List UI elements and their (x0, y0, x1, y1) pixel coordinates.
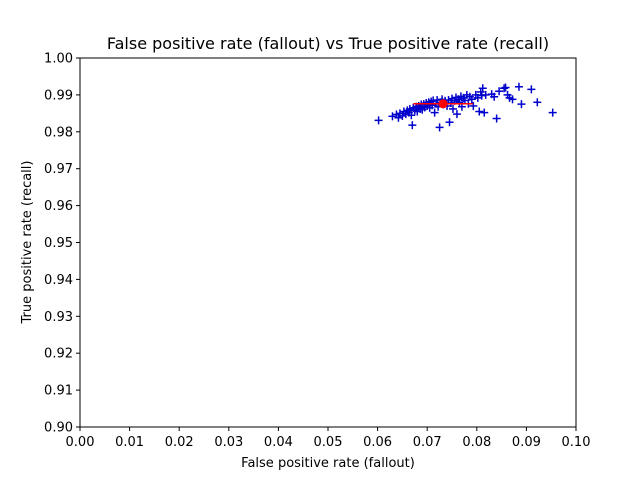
data-point-marker (548, 108, 557, 117)
data-point-marker (388, 112, 397, 121)
x-tick-label: 0.03 (214, 435, 243, 450)
x-tick-label: 0.06 (363, 435, 392, 450)
data-point-marker (478, 84, 487, 93)
data-point-marker (501, 83, 510, 92)
data-point-marker (490, 92, 499, 101)
x-tick-label: 0.09 (512, 435, 541, 450)
y-tick-label: 0.94 (44, 273, 73, 288)
data-point-marker (469, 101, 478, 110)
y-axis: 0.90 0.91 0.92 0.93 0.94 0.95 0.96 0.97 0.98 0.99… (44, 52, 80, 436)
data-point-marker (430, 108, 439, 117)
x-tick-label: 0.00 (66, 435, 95, 450)
data-point-marker (467, 95, 476, 104)
x-tick-label: 0.05 (314, 435, 343, 450)
y-tick-label: 0.99 (44, 88, 73, 103)
y-tick-label: 0.96 (44, 199, 73, 214)
x-tick-label: 0.02 (165, 435, 194, 450)
y-tick-label: 0.97 (44, 162, 73, 177)
data-point-marker (448, 104, 457, 113)
data-point-marker (435, 123, 444, 132)
data-point-marker (407, 111, 416, 120)
y-tick-label: 0.95 (44, 236, 73, 251)
data-point-marker (492, 114, 501, 123)
x-axis-label: False positive rate (fallout) (241, 456, 415, 471)
data-point-marker (495, 87, 504, 96)
x-tick-label: 0.07 (413, 435, 442, 450)
data-point-marker (508, 95, 517, 104)
data-point-marker (533, 98, 542, 107)
data-point-marker (475, 107, 484, 116)
x-axis: 0.00 0.01 0.02 0.03 0.04 0.05 0.06 0.07 0.08 0.09… (66, 427, 591, 450)
data-point-marker (517, 100, 526, 109)
y-tick-label: 0.98 (44, 125, 73, 140)
y-axis-label: True positive rate (recall) (20, 161, 35, 325)
data-point-marker (394, 113, 403, 122)
data-point-marker (405, 104, 414, 113)
mean-point-marker (438, 99, 448, 109)
x-tick-label: 0.08 (462, 435, 491, 450)
data-point-marker (514, 82, 523, 91)
data-point-marker (445, 118, 454, 127)
x-tick-label: 0.10 (562, 435, 591, 450)
data-point-marker (455, 98, 464, 107)
data-point-marker (452, 110, 461, 119)
data-point-marker (374, 116, 383, 125)
y-tick-label: 0.91 (44, 384, 73, 399)
data-point-marker (428, 101, 437, 110)
y-tick-label: 0.90 (44, 421, 73, 436)
data-point-marker (480, 108, 489, 117)
y-tick-label: 1.00 (44, 52, 73, 67)
data-point-marker (398, 111, 407, 120)
mean-layer (413, 99, 473, 109)
y-tick-label: 0.92 (44, 347, 73, 362)
y-tick-label: 0.93 (44, 310, 73, 325)
x-tick-label: 0.04 (264, 435, 293, 450)
chart-title: False positive rate (fallout) vs True po… (107, 34, 549, 53)
data-point-marker (408, 121, 417, 130)
data-point-marker (527, 85, 536, 94)
x-tick-label: 0.01 (115, 435, 144, 450)
